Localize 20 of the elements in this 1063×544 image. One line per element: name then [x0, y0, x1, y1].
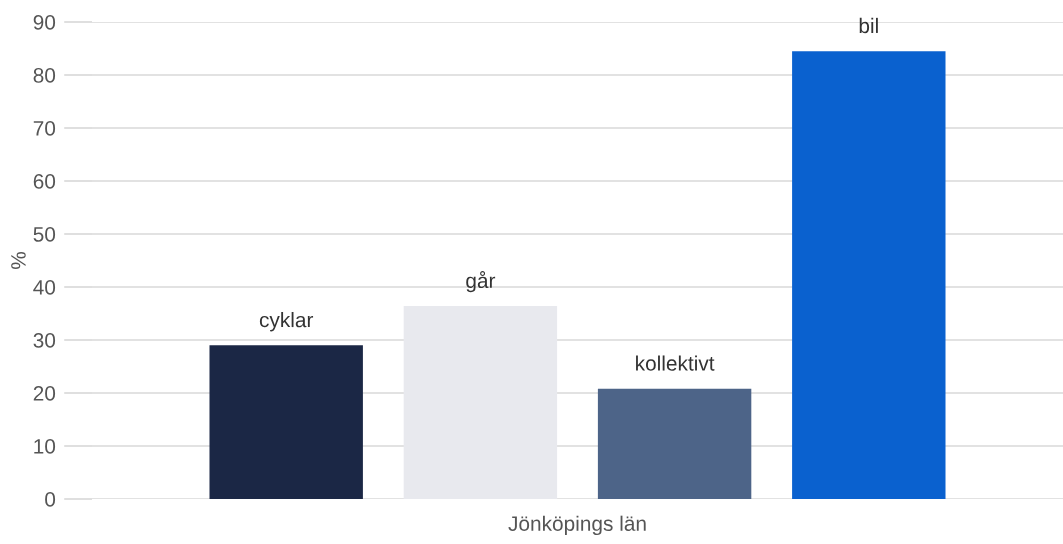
bar [597, 388, 752, 499]
x-tick-label: Jönköpings län [508, 515, 646, 536]
y-tick-label: 80 [33, 68, 56, 83]
bar [403, 306, 558, 499]
series-label: cyklar [259, 311, 314, 332]
y-tick-label: 40 [33, 280, 56, 295]
series-label: kollektivt [636, 355, 715, 371]
y-tick-label: 20 [33, 386, 56, 401]
bar [209, 345, 363, 499]
y-tick-label: 10 [34, 439, 56, 454]
y-tick-label: 30 [33, 333, 56, 348]
y-axis-title: % [11, 251, 26, 270]
y-tick-label: 0 [45, 492, 56, 507]
bar [792, 51, 946, 499]
y-tick-label: 70 [33, 121, 56, 136]
y-tick-label: 60 [33, 174, 56, 189]
y-tick-label: 90 [33, 15, 56, 30]
y-tick-label: 50 [33, 227, 56, 242]
series-label: går [466, 271, 496, 293]
series-label: bil [859, 17, 878, 34]
